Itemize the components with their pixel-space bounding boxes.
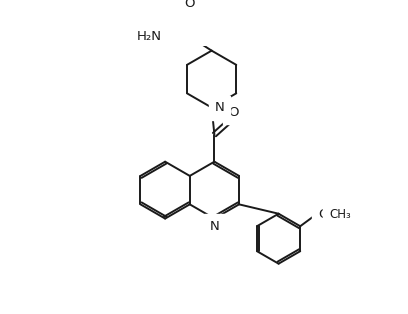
Text: N: N: [210, 220, 219, 233]
Text: N: N: [214, 101, 224, 114]
Text: O: O: [184, 0, 195, 10]
Text: O: O: [228, 106, 239, 119]
Text: O: O: [318, 208, 328, 221]
Text: H₂N: H₂N: [137, 30, 162, 43]
Text: CH₃: CH₃: [329, 208, 351, 221]
